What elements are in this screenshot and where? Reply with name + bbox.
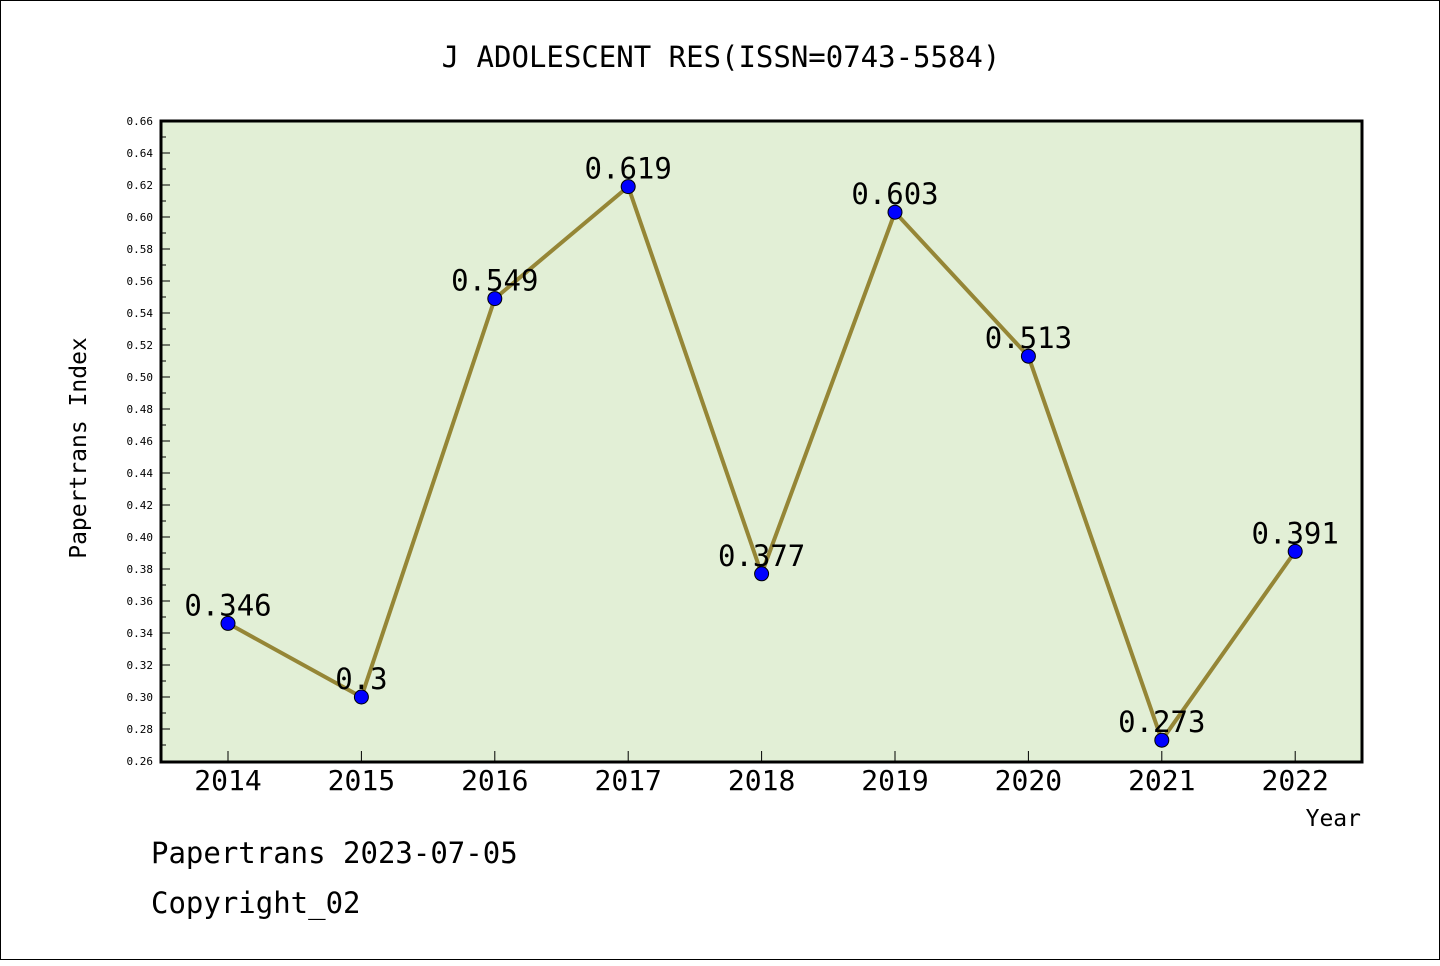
y-tick-label: 0.36 (127, 595, 154, 608)
y-tick-label: 0.46 (127, 435, 154, 448)
y-tick-label: 0.56 (127, 275, 154, 288)
y-tick-label: 0.54 (127, 307, 154, 320)
data-label: 0.3 (335, 662, 387, 696)
plot-area (159, 119, 1364, 764)
y-axis-label: Papertrans Index (66, 337, 92, 559)
y-tick-label: 0.60 (127, 211, 154, 224)
y-tick-label: 0.50 (127, 371, 154, 384)
data-label: 0.603 (851, 177, 938, 211)
x-tick-label: 2019 (861, 764, 928, 797)
chart-title: J ADOLESCENT RES(ISSN=0743-5584) (442, 40, 1001, 74)
x-axis: 2014 2015 2016 2017 2018 2019 2020 2021 2022 (194, 751, 1329, 797)
y-tick-label: 0.66 (127, 115, 154, 128)
y-tick-label: 0.32 (127, 659, 154, 672)
data-labels: 0.346 0.3 0.549 0.619 0.377 0.603 0.513 0.273 0.… (184, 152, 1339, 740)
series-line-group (220, 179, 1303, 748)
data-point (754, 566, 770, 582)
y-tick-label: 0.62 (127, 179, 154, 192)
data-point (220, 615, 236, 631)
x-tick-label: 2021 (1128, 764, 1195, 797)
y-tick-label: 0.42 (127, 499, 154, 512)
data-label: 0.391 (1252, 516, 1339, 550)
x-tick-label: 2014 (194, 764, 261, 797)
data-point (353, 689, 369, 705)
x-tick-label: 2018 (728, 764, 795, 797)
x-tick-label: 2020 (995, 764, 1062, 797)
y-tick-label: 0.44 (127, 467, 154, 480)
data-label: 0.377 (718, 539, 805, 573)
data-point (487, 291, 503, 307)
data-point (1154, 732, 1170, 748)
y-tick-label: 0.40 (127, 531, 154, 544)
data-label: 0.346 (184, 588, 271, 622)
x-tick-label: 2022 (1261, 764, 1328, 797)
data-point (1287, 543, 1303, 559)
data-point (620, 179, 636, 195)
data-point (1020, 348, 1036, 364)
x-tick-label: 2015 (328, 764, 395, 797)
y-tick-label: 0.28 (127, 723, 154, 736)
x-tick-label: 2016 (461, 764, 528, 797)
data-label: 0.513 (985, 321, 1072, 355)
data-label: 0.619 (585, 152, 672, 186)
x-axis-label: Year (1306, 806, 1361, 832)
y-tick-label: 0.64 (127, 147, 154, 160)
y-tick-label: 0.52 (127, 339, 154, 352)
y-axis: 0.26 0.28 0.30 0.32 0.34 0.36 0.38 0.40 0.42 0.44… (127, 115, 170, 768)
x-tick-label: 2017 (594, 764, 661, 797)
data-label: 0.549 (451, 264, 538, 298)
y-tick-label: 0.38 (127, 563, 154, 576)
y-tick-label: 0.58 (127, 243, 154, 256)
y-tick-label: 0.30 (127, 691, 154, 704)
footer-copyright: Copyright_02 (151, 886, 361, 920)
footer-date: Papertrans 2023-07-05 (151, 836, 518, 870)
data-label: 0.273 (1118, 705, 1205, 739)
y-tick-label: 0.26 (127, 755, 154, 768)
y-tick-label: 0.48 (127, 403, 154, 416)
data-point (887, 204, 903, 220)
y-tick-label: 0.34 (127, 627, 154, 640)
